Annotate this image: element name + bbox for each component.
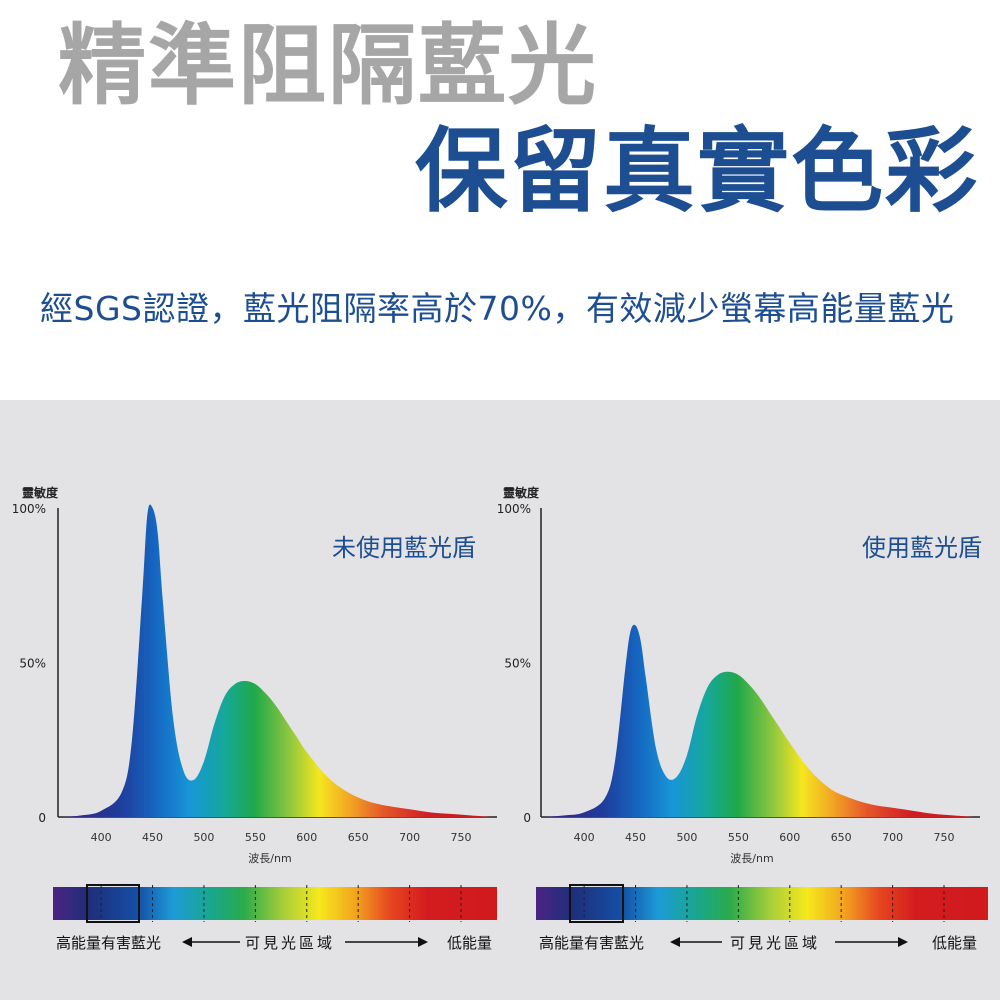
x-tick-label: 500 (193, 831, 214, 844)
y-tick-label: 50% (19, 657, 46, 671)
x-tick-label: 650 (831, 831, 852, 844)
visible-spectrum-bar (53, 887, 497, 920)
x-tick-label: 600 (296, 831, 317, 844)
x-tick-label: 400 (91, 831, 112, 844)
x-tick-label: 750 (451, 831, 472, 844)
high-energy-label: 高能量有害藍光 (539, 934, 644, 952)
x-tick-label: 700 (882, 831, 903, 844)
harmful-blue-light-box (86, 884, 140, 923)
x-tick-label: 550 (245, 831, 266, 844)
y-tick-label: 100% (497, 502, 531, 516)
x-tick-label: 650 (348, 831, 369, 844)
x-tick-label: 400 (574, 831, 595, 844)
x-tick-label: 500 (676, 831, 697, 844)
high-energy-label: 高能量有害藍光 (56, 934, 161, 952)
chart-without-blue-shield: 靈敏度 未使用藍光盾 100% 50% 0 400 450 500 550 600 650 70… (12, 485, 497, 952)
y-axis-label: 靈敏度 (503, 485, 540, 500)
chart-with-blue-shield: 靈敏度 使用藍光盾 100% 50% 0 400 450 500 550 600 650 700… (497, 485, 988, 952)
y-tick-label: 100% (12, 502, 46, 516)
arrow-right-head (418, 937, 428, 947)
visible-spectrum-bar (536, 887, 988, 920)
x-tick-label: 700 (399, 831, 420, 844)
visible-region-label: 可見光區域 (245, 934, 335, 952)
arrow-right-head (898, 937, 908, 947)
certification-subtitle: 經SGS認證，藍光阻隔率高於70%，有效減少螢幕高能量藍光 (40, 289, 955, 328)
arrow-left-head (670, 937, 680, 947)
headline-blue: 保留真實色彩 (415, 118, 980, 225)
spectrum-curve (60, 504, 492, 817)
y-tick-label: 0 (38, 811, 46, 825)
y-axis-label: 靈敏度 (22, 485, 59, 500)
x-tick-label: 750 (934, 831, 955, 844)
x-tick-label: 450 (142, 831, 163, 844)
headline-gray: 精準阻隔藍光 (58, 14, 599, 117)
x-axis-label: 波長/nm (730, 852, 773, 865)
x-tick-label: 600 (779, 831, 800, 844)
spectrum-curve (543, 624, 975, 817)
arrow-left-head (182, 937, 192, 947)
chart-title: 未使用藍光盾 (332, 534, 476, 562)
x-tick-label: 550 (728, 831, 749, 844)
low-energy-label: 低能量 (447, 934, 492, 952)
x-tick-label: 450 (625, 831, 646, 844)
low-energy-label: 低能量 (932, 934, 977, 952)
y-tick-label: 0 (523, 811, 531, 825)
y-tick-label: 50% (504, 657, 531, 671)
visible-region-label: 可見光區域 (730, 934, 820, 952)
harmful-blue-light-box (569, 884, 624, 923)
chart-title: 使用藍光盾 (862, 534, 982, 562)
x-axis-label: 波長/nm (248, 852, 291, 865)
